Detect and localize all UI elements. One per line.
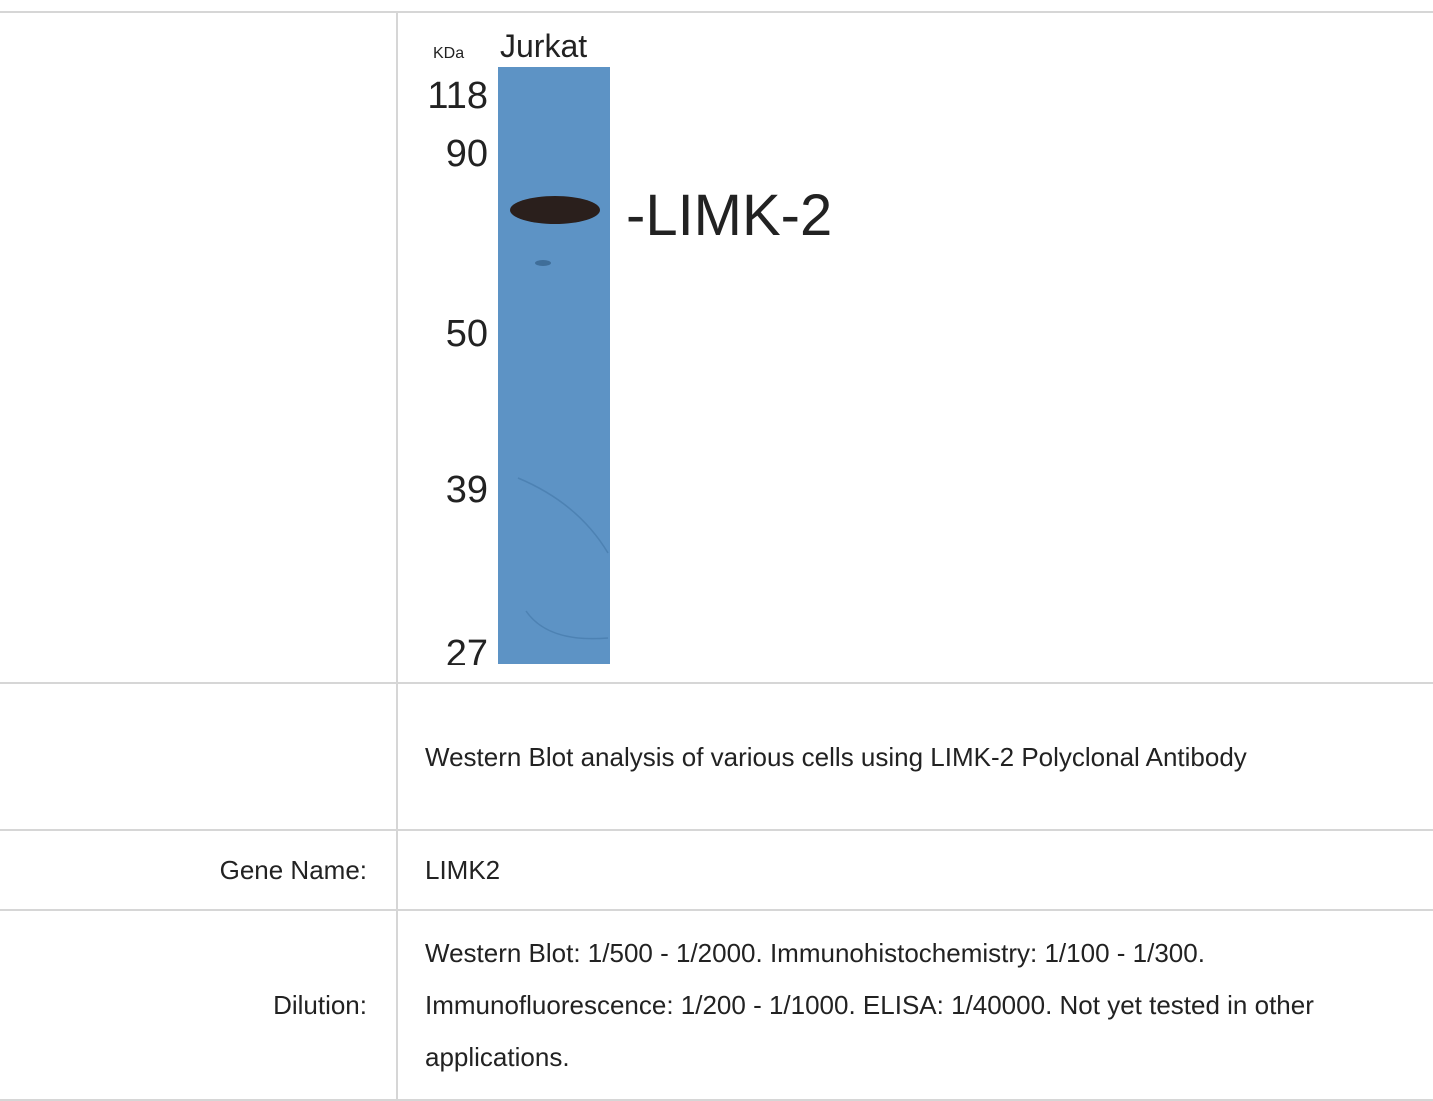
gene-row: Gene Name: LIMK2: [0, 829, 1433, 911]
row-label: Dilution:: [0, 909, 398, 1101]
row-value: LIMK2: [397, 829, 1433, 911]
western-blot-image: KDa Jurkat 118 90 50 39 27 -LIMK-2: [427, 28, 832, 675]
label-cell: [0, 682, 398, 831]
marker: 50: [446, 313, 488, 355]
marker: 27: [446, 633, 488, 665]
lane-label: Jurkat: [500, 28, 587, 64]
unit-label: KDa: [433, 45, 464, 62]
artifact: [525, 610, 609, 640]
faint-band: [535, 260, 551, 266]
dilution-row: Dilution: Western Blot: 1/500 - 1/2000. …: [0, 909, 1433, 1101]
marker: 118: [427, 75, 488, 117]
spec-table: KDa Jurkat 118 90 50 39 27 -LIMK-2 Weste…: [0, 11, 1433, 1101]
image-cell: KDa Jurkat 118 90 50 39 27 -LIMK-2: [397, 11, 1433, 684]
caption: Western Blot analysis of various cells u…: [397, 682, 1433, 831]
row-value: Western Blot: 1/500 - 1/2000. Immunohist…: [397, 909, 1433, 1101]
artifact: [517, 477, 609, 554]
caption-row: Western Blot analysis of various cells u…: [0, 682, 1433, 831]
image-row: KDa Jurkat 118 90 50 39 27 -LIMK-2: [0, 11, 1433, 684]
label-cell: [0, 11, 398, 684]
row-label: Gene Name:: [0, 829, 398, 911]
band-label: -LIMK-2: [626, 183, 832, 248]
band: [510, 196, 600, 224]
marker: 90: [446, 133, 488, 175]
marker: 39: [446, 469, 488, 511]
lane: [498, 67, 610, 664]
